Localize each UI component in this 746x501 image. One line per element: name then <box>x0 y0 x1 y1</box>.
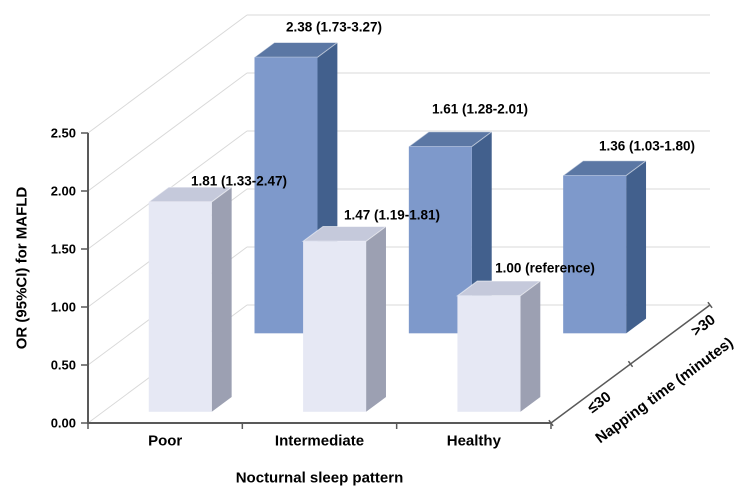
bar-data-label: 1.61 (1.28-2.01) <box>432 102 528 117</box>
y-tick-label: 2.50 <box>51 126 76 141</box>
bar-side-face <box>520 281 541 412</box>
bar-poor-le30 <box>147 186 234 412</box>
bar-side-face <box>366 226 386 412</box>
bar-data-label: 1.47 (1.19-1.81) <box>344 208 440 223</box>
bar-healthy-le30 <box>455 280 542 412</box>
x-category-label: Healthy <box>447 432 502 449</box>
y-tick-label: 1.50 <box>51 242 76 257</box>
bar-side-face <box>626 160 647 334</box>
bar-front-face <box>148 201 212 412</box>
y-tick-label: 0.00 <box>51 416 76 431</box>
depth-axis-tick <box>548 419 554 427</box>
depth-axis-tick <box>627 360 634 368</box>
x-axis-title: Nocturnal sleep pattern <box>236 469 404 486</box>
bar-data-label: 1.36 (1.03-1.80) <box>599 139 695 154</box>
bars-group <box>147 41 648 412</box>
depth-tick-label: >30 <box>688 311 719 340</box>
depth-tick-label: ≤30 <box>584 388 614 416</box>
bar-healthy-gt30 <box>561 160 648 334</box>
bar-front-face <box>457 295 521 412</box>
y-tick-label: 0.50 <box>51 358 76 373</box>
depth-axis-tick <box>707 301 713 309</box>
bar-data-label: 1.81 (1.33-2.47) <box>191 174 287 189</box>
bar-front-face <box>303 241 367 412</box>
x-category-label: Poor <box>148 432 182 449</box>
depth-axis-title: Napping time (minutes) <box>592 334 736 447</box>
gridline-leftwall <box>87 72 248 192</box>
bar-front-face <box>563 175 627 334</box>
x-category-label: Intermediate <box>275 432 364 449</box>
bar-data-label: 2.38 (1.73-3.27) <box>286 20 382 35</box>
y-tick-label: 2.00 <box>51 184 76 199</box>
y-axis-title: OR (95%CI) for MAFLD <box>13 187 30 350</box>
bar-side-face <box>211 187 232 412</box>
y-tick-label: 1.00 <box>51 300 76 315</box>
axes-group <box>81 132 713 429</box>
bar-intermediate-le30 <box>301 226 388 412</box>
gridline-leftwall <box>87 14 248 134</box>
bar-data-label: 1.00 (reference) <box>495 261 595 276</box>
